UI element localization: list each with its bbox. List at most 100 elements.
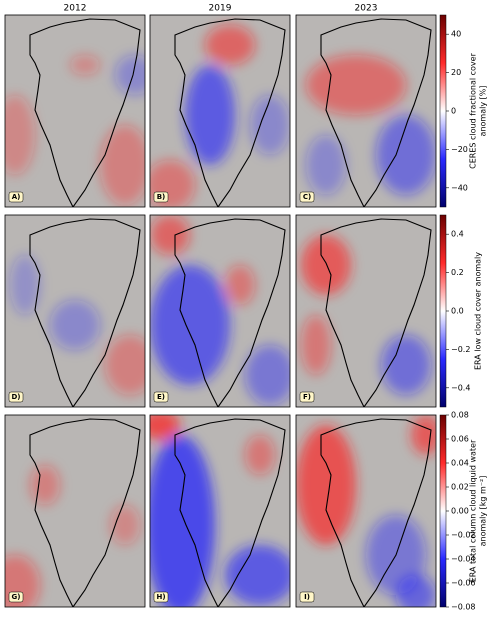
anomaly-blob [5,95,35,175]
column-title: 2023 [355,4,378,14]
panel-label-box [8,191,24,203]
map-field [150,415,290,607]
map-panel: C) [295,14,437,208]
map-field [296,415,436,607]
panel-label-box [153,591,169,603]
anomaly-blob [105,335,145,395]
panel-label: A) [12,193,21,201]
colorbar-label: ERA low cloud cover anomaly [474,252,483,370]
panel-frame [149,214,291,408]
anomaly-blob [411,415,436,455]
anomaly-blob [306,135,346,195]
anomaly-blob [150,215,190,255]
panel-frame [295,414,437,608]
colorbar-tick-label: 0.02 [451,483,469,492]
panel-frame [149,14,291,208]
colorbar-tick-label: −20 [451,145,468,154]
colorbar-label: anomaly [%] [479,86,488,137]
anomaly-blob [250,95,290,155]
anomaly-blob [245,435,275,475]
anomaly-blob [150,160,195,207]
anomaly-field [301,235,431,395]
colorbar-label: CERES cloud fractional cover [469,52,478,168]
colorbar-tick-label: 0.08 [451,411,469,420]
colorbar-tick-label: 0.00 [451,507,469,516]
anomaly-blob [10,255,40,315]
panel-label-box [8,391,24,403]
map-field [5,215,145,407]
colorbar-label: ERA total column cloud liquid water [469,439,478,582]
anomaly-field [306,55,436,195]
colorbar-tick-label: −0.06 [451,579,476,588]
colorbar-tick-label: 0.0 [451,307,464,316]
colorbar-tick-label: −0.2 [451,345,470,354]
map-panel: G) [4,414,146,608]
panel-label-box [299,591,315,603]
panel-label: G) [12,593,21,601]
anomaly-blob [381,335,431,395]
panel-label-box [153,191,169,203]
anomaly-blob [185,65,235,165]
panel-label: D) [11,393,20,401]
panel-label: H) [156,593,165,601]
map-field [5,15,145,207]
map-field [150,215,290,407]
anomaly-blob [396,575,436,607]
colorbar-tick-label: 0.2 [451,268,464,277]
anomaly-blob [115,55,145,95]
map-panel: F) [295,214,437,408]
colorbar-tick-label: −0.08 [451,603,476,612]
map-panel: H) [149,414,291,608]
map-field [296,15,436,207]
anomaly-blob [110,505,140,545]
map-field [150,15,290,207]
map-panel: I) [295,414,437,608]
anomaly-field [150,215,290,405]
anomaly-blob [301,315,331,375]
anomaly-blob [306,55,406,115]
anomaly-blob [150,265,230,385]
colorbar-label: anomaly [kg m⁻²] [479,476,488,547]
anomaly-blob [301,235,351,295]
colorbar-tick-label: 0 [451,107,456,116]
panel-frame [4,414,146,608]
column-title: 2019 [209,4,232,14]
anomaly-field [10,255,145,395]
panel-label: F) [303,393,311,401]
map-field [5,415,145,607]
anomaly-blob [296,425,356,545]
anomaly-field [150,415,290,607]
panel-label: C) [303,193,311,201]
colorbar-tick-label: 0.06 [451,435,469,444]
panel-label: E) [157,393,165,401]
panel-label: B) [157,193,166,201]
panel-frame [295,214,437,408]
colorbar-tick-label: 0.4 [451,230,464,239]
map-panel: E) [149,214,291,408]
anomaly-blob [50,300,100,350]
anomaly-blob [150,415,180,440]
anomaly-blob [100,125,145,205]
anomaly-blob [225,545,290,605]
anomaly-blob [205,25,255,65]
panel-label-box [8,591,24,603]
colorbar-tick-label: −40 [451,183,468,192]
map-panel: A) [4,14,146,208]
colorbar-tick-label: −0.4 [451,383,470,392]
panel-label-box [299,191,315,203]
column-title: 2012 [64,4,87,14]
anomaly-field [5,55,145,205]
colorbar-tick-label: 20 [451,68,461,77]
panel-frame [149,414,291,608]
anomaly-blob [150,435,215,607]
map-panel: D) [4,214,146,408]
anomaly-blob [225,265,255,305]
colorbar-tick-label: 40 [451,30,461,39]
panel-frame [4,214,146,408]
colorbar-tick-label: 0.04 [451,459,469,468]
anomaly-blob [70,55,100,75]
colorbar-tick-label: −0.04 [451,555,476,564]
anomaly-blob [30,465,60,505]
colorbar [439,214,447,408]
